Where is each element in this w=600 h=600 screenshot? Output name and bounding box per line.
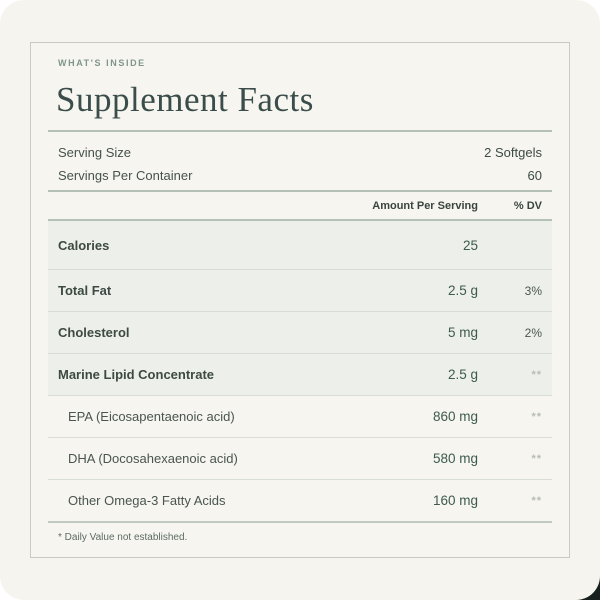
page-title: Supplement Facts	[56, 80, 314, 119]
table-row: Marine Lipid Concentrate 2.5 g **	[48, 353, 552, 395]
row-amount: 5 mg	[447, 325, 478, 340]
table-row: Other Omega-3 Fatty Acids 160 mg **	[48, 479, 552, 521]
row-label: Other Omega-3 Fatty Acids	[68, 493, 226, 508]
supplement-facts-card: WHAT'S INSIDE Supplement Facts Serving S…	[30, 42, 570, 558]
row-amount: 2.5 g	[447, 367, 478, 382]
row-dv: **	[531, 410, 542, 423]
eyebrow-label: WHAT'S INSIDE	[58, 58, 146, 68]
row-dv: 2%	[524, 325, 542, 340]
row-label: Total Fat	[58, 283, 112, 298]
daily-value-footnote: * Daily Value not established.	[58, 532, 188, 543]
percent-dv-header: % DV	[513, 199, 542, 212]
row-amount: 25	[462, 237, 478, 253]
row-label: Cholesterol	[58, 325, 130, 340]
serving-size-row: Serving Size 2 Softgels	[58, 141, 542, 164]
table-row: EPA (Eicosapentaenoic acid) 860 mg **	[48, 395, 552, 437]
table-row: Total Fat 2.5 g 3%	[48, 269, 552, 311]
row-dv: **	[531, 494, 542, 507]
row-label: Marine Lipid Concentrate	[58, 367, 215, 382]
row-amount: 160 mg	[432, 493, 478, 508]
servings-per-container-row: Servings Per Container 60	[58, 164, 542, 187]
header-divider	[48, 219, 552, 221]
serving-size-value: 2 Softgels	[484, 145, 542, 160]
table-row: DHA (Docosahexaenoic acid) 580 mg **	[48, 437, 552, 479]
row-label: EPA (Eicosapentaenoic acid)	[68, 409, 235, 424]
serving-size-label: Serving Size	[58, 145, 131, 160]
servings-per-container-value: 60	[527, 168, 542, 183]
row-dv: 3%	[524, 283, 542, 298]
row-amount: 2.5 g	[447, 283, 478, 298]
row-dv: **	[531, 452, 542, 465]
servings-per-container-label: Servings Per Container	[58, 168, 193, 183]
row-amount: 860 mg	[432, 409, 478, 424]
row-dv: **	[531, 368, 542, 381]
row-amount: 580 mg	[432, 451, 478, 466]
title-divider	[48, 130, 552, 132]
row-label: DHA (Docosahexaenoic acid)	[68, 451, 238, 466]
table-row: Cholesterol 5 mg 2%	[48, 311, 552, 353]
footer-divider	[48, 521, 552, 523]
serving-info: Serving Size 2 Softgels Servings Per Con…	[48, 132, 552, 190]
nutrition-table: Calories 25 Total Fat 2.5 g 3% Cholester…	[48, 221, 552, 521]
row-label: Calories	[58, 237, 110, 253]
serving-divider	[48, 190, 552, 192]
table-row: Calories 25	[48, 221, 552, 269]
table-column-header: Amount Per Serving % DV	[48, 192, 552, 219]
amount-per-serving-header: Amount Per Serving	[372, 199, 478, 212]
